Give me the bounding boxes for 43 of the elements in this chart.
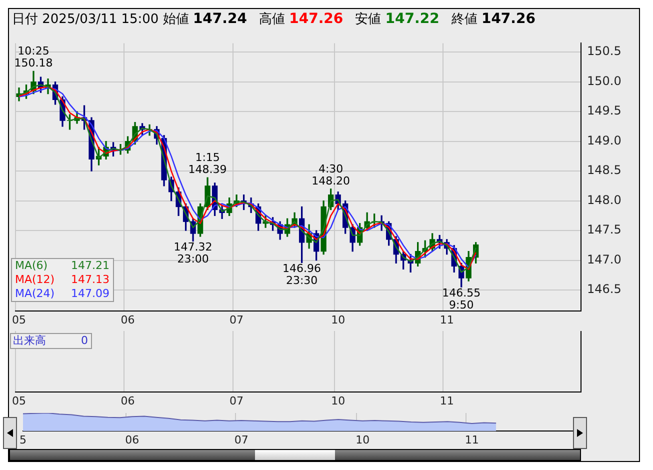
y-tick-label: 150.5 [587,44,622,58]
x-tick-label: 10 [356,433,370,446]
text: 高値 147.26 [258,11,344,27]
x-tick-label: 5 [20,433,26,446]
annotation: 147.32 23:00 [174,240,212,266]
text: 始値 147.24 [162,11,247,27]
annotation: 146.55 9:50 [442,286,481,312]
category-label: 05 [12,394,26,408]
x-tick-label: 10 [331,313,346,326]
text: 0 [81,334,88,348]
x-tick-label: 11 [464,433,479,446]
x-tick-label: 07 [230,313,244,326]
annotation: 147.21 [71,259,110,272]
y-tick-label: 149.5 [587,104,622,118]
x-tick-label: 06 [120,313,135,326]
text: MA(24) [15,287,56,301]
y-tick-label: 148.0 [587,192,622,207]
category-label: 06 [120,394,135,408]
chart-title: 日付 2025/03/11 15:00 [12,12,160,27]
text: 出来高 [13,334,46,347]
y-tick-label: 149.0 [587,133,622,148]
x-tick-label: 11 [440,313,454,326]
annotation: 146.96 23:30 [282,262,322,287]
category-label: 07 [230,394,244,408]
y-tick-label: 146.5 [587,282,622,296]
y-tick-label: 148.5 [587,163,622,178]
annotation: 147.09 [71,287,110,300]
text: MA(12) [15,273,56,287]
annotation: 1:15 148.39 [188,150,227,176]
annotation: 10:25 150.18 [14,44,53,70]
text: MA(6) [15,259,49,273]
x-tick-label: 07 [234,433,248,446]
category-label: 11 [440,394,454,408]
text: 安値 147.22 [355,11,440,27]
y-tick-label: 147.0 [587,252,622,266]
category-label: 10 [331,394,346,408]
annotation: 4:30 148.20 [312,162,350,188]
text: 終値 147.26 [451,11,536,27]
y-tick-label: 147.5 [587,222,622,237]
x-tick-label: 06 [125,433,140,446]
y-tick-label: 150.0 [587,74,622,88]
x-tick-label: 05 [12,313,26,326]
annotation: 147.13 [71,273,110,286]
